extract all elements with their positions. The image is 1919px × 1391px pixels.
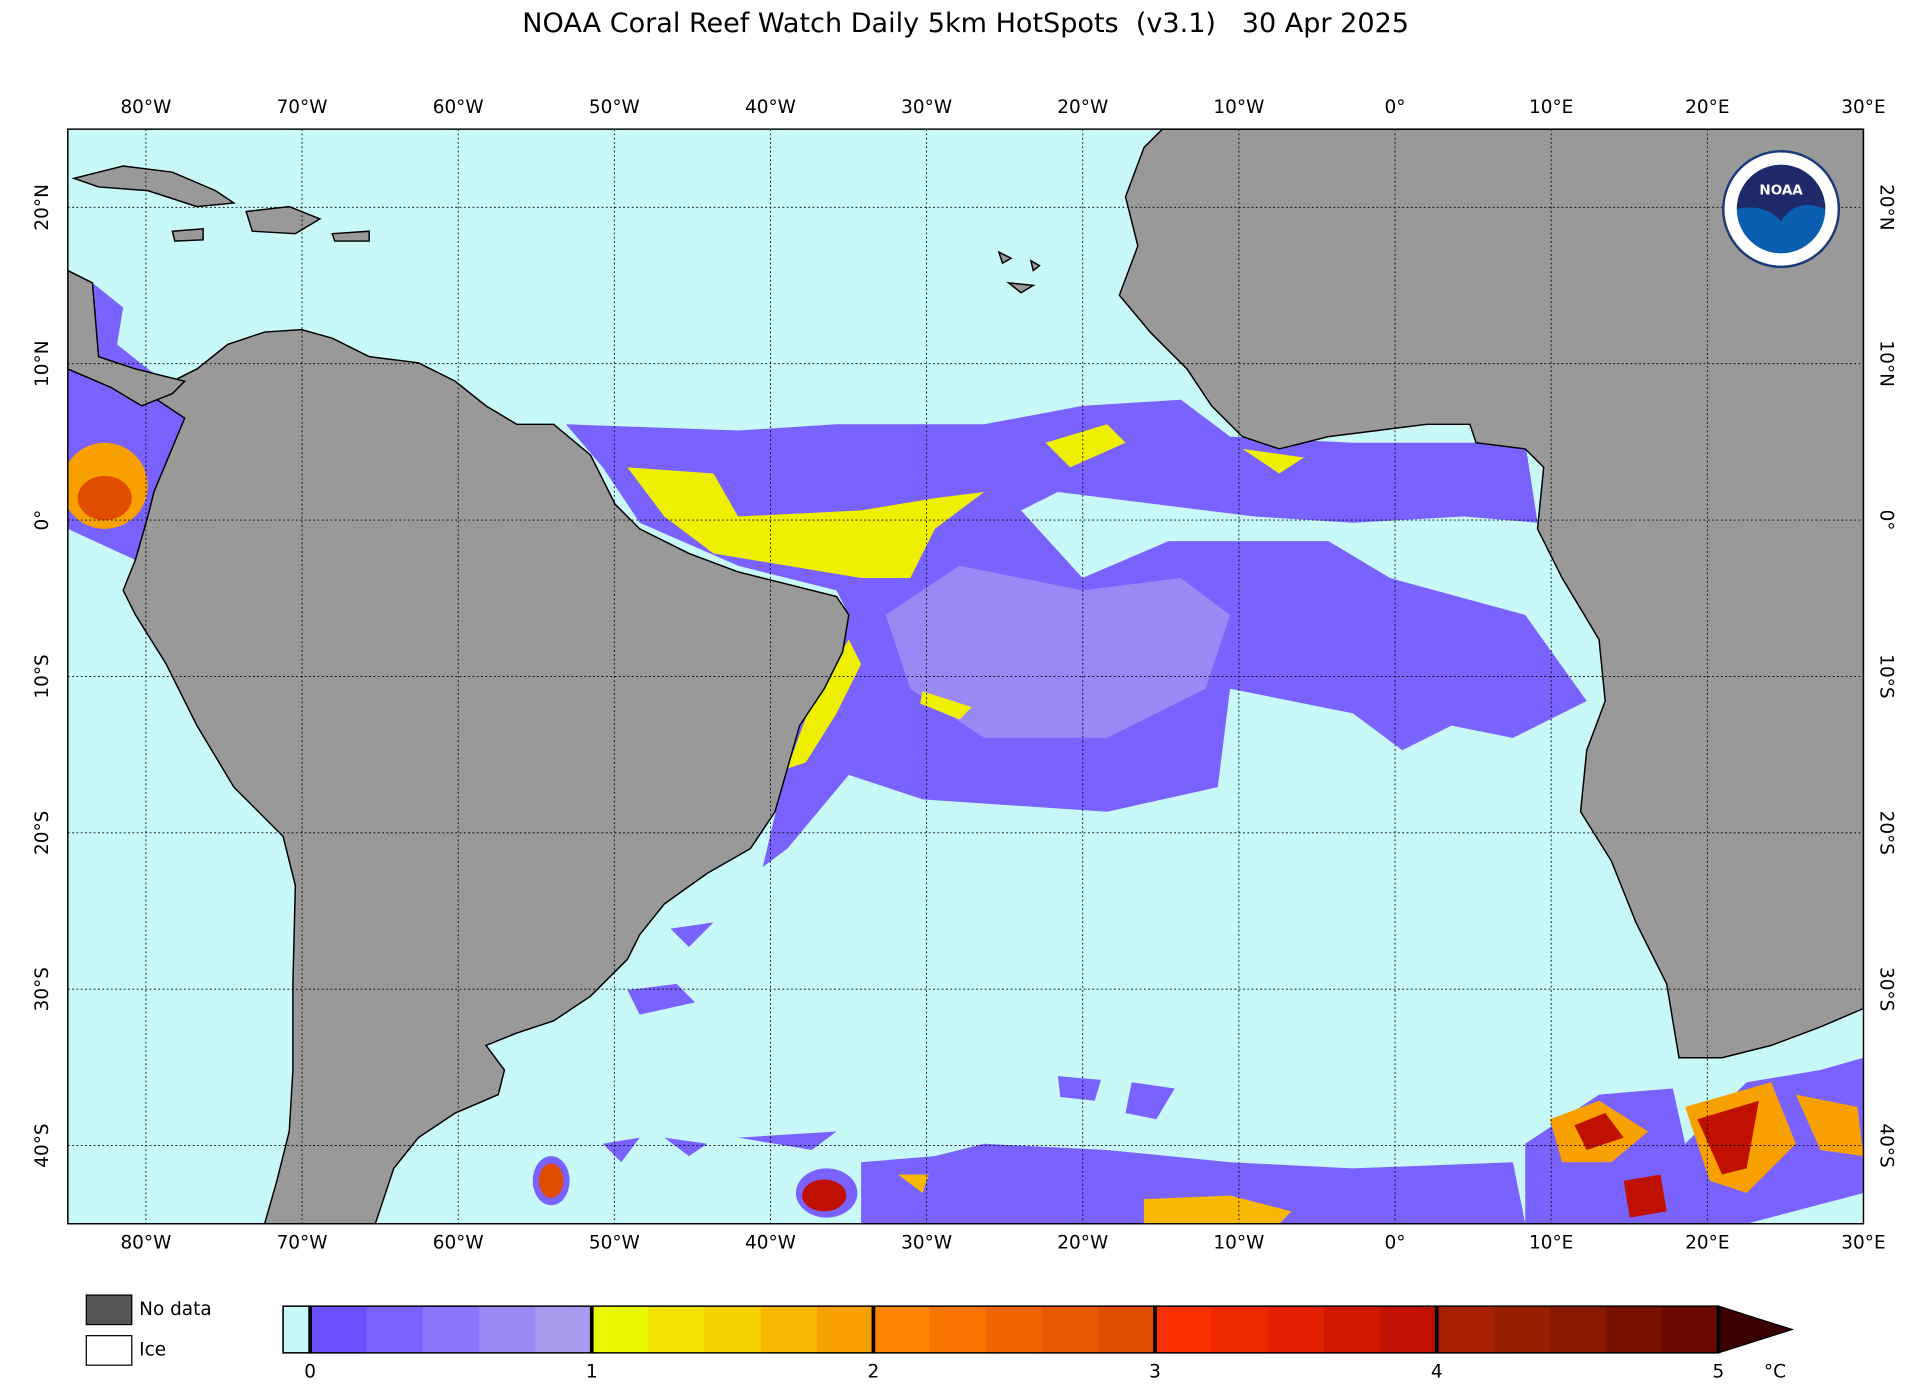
color-band (1605, 1306, 1663, 1353)
tick-labels: 80°W 80°W 70°W 70°W 60°W 60°W 50°W 50°W 40°W 40°W… (32, 97, 1896, 1253)
color-band (817, 1306, 875, 1353)
color-band (1662, 1306, 1719, 1353)
color-band (591, 1306, 649, 1353)
color-band (1098, 1306, 1156, 1353)
x-tick-label: 20°E (1685, 1232, 1729, 1253)
map-area (67, 129, 1864, 1224)
x-tick-label: 10°W (1213, 1232, 1264, 1253)
x-tick-label: 10°W (1213, 97, 1264, 118)
colorbar-tick-label: 5 (1712, 1362, 1724, 1383)
y-tick-label: 10°N (1876, 340, 1897, 386)
colorbar-tick-label: 1 (586, 1362, 598, 1383)
x-tick-label: 60°W (433, 97, 484, 118)
color-band (535, 1306, 593, 1353)
x-tick-label: 40°W (745, 97, 796, 118)
color-band (479, 1306, 537, 1353)
noaa-logo: NOAA (1722, 150, 1841, 269)
x-tick-label: 10°E (1529, 97, 1573, 118)
y-tick-label: 10°S (1876, 654, 1897, 698)
x-tick-label: 20°W (1057, 1232, 1108, 1253)
y-tick-label: 0° (1876, 510, 1897, 531)
y-tick-label: 40°S (32, 1123, 53, 1167)
color-band (1380, 1306, 1438, 1353)
color-band (760, 1306, 818, 1353)
color-band (1211, 1306, 1269, 1353)
x-tick-label: 20°W (1057, 97, 1108, 118)
colorbar: 0 1 2 3 4 5 °C (282, 1305, 1795, 1383)
x-tick-label: 70°W (277, 97, 328, 118)
under-swatch (282, 1305, 311, 1354)
color-band (986, 1306, 1044, 1353)
color-band (929, 1306, 987, 1353)
x-tick-label: 10°E (1529, 1232, 1573, 1253)
x-tick-label: 40°W (745, 1232, 796, 1253)
logo-text: NOAA (1759, 183, 1803, 199)
x-tick-label: 0° (1385, 97, 1406, 118)
x-tick-label: 80°W (120, 97, 171, 118)
color-band (310, 1306, 368, 1353)
color-band (422, 1306, 480, 1353)
color-band (1042, 1306, 1100, 1353)
x-tick-label: 30°E (1841, 97, 1885, 118)
x-tick-label: 80°W (120, 1232, 171, 1253)
grid (67, 129, 1864, 1224)
legend-label: Ice (139, 1339, 166, 1360)
y-tick-label: 20°N (1876, 184, 1897, 230)
title: NOAA Coral Reef Watch Daily 5km HotSpots… (522, 8, 1409, 39)
y-tick-label: 10°S (32, 654, 53, 698)
colorbar-tick-label: 3 (1149, 1362, 1161, 1383)
legend: No data Ice (85, 1294, 212, 1366)
color-band (648, 1306, 706, 1353)
x-tick-label: 20°E (1685, 97, 1729, 118)
color-band (1493, 1306, 1550, 1353)
x-tick-label: 30°W (901, 97, 952, 118)
x-tick-label: 30°E (1841, 1232, 1885, 1253)
x-tick-label: 0° (1385, 1232, 1406, 1253)
y-tick-label: 0° (32, 510, 53, 531)
color-band (1155, 1306, 1212, 1353)
x-tick-label: 30°W (901, 1232, 952, 1253)
color-band (366, 1306, 424, 1353)
x-tick-label: 70°W (277, 1232, 328, 1253)
colorbar-tick-label: 4 (1431, 1362, 1443, 1383)
logo-top (1736, 164, 1826, 222)
x-tick-label: 60°W (433, 1232, 484, 1253)
color-band (873, 1306, 931, 1353)
color-band (1324, 1306, 1381, 1353)
no-data-swatch (85, 1294, 133, 1326)
color-band (1436, 1306, 1494, 1353)
x-tick-label: 50°W (589, 1232, 640, 1253)
legend-label: No data (139, 1299, 211, 1320)
color-band (1549, 1306, 1607, 1353)
x-tick-label: 50°W (589, 97, 640, 118)
colorbar-tick-label: 0 (304, 1362, 316, 1383)
ice-swatch (85, 1335, 133, 1366)
color-band (1267, 1306, 1325, 1353)
y-tick-label: 20°S (32, 811, 53, 855)
land (67, 129, 1864, 1224)
y-tick-label: 30°S (1876, 967, 1897, 1011)
y-tick-label: 20°S (1876, 811, 1897, 855)
hotspot-field (67, 270, 1864, 1224)
y-tick-label: 20°N (32, 184, 53, 230)
y-tick-label: 30°S (32, 967, 53, 1011)
color-band (704, 1306, 762, 1353)
map-frame (67, 128, 1865, 1225)
colorbar-unit: °C (1764, 1362, 1786, 1383)
colorbar-tick-label: 2 (868, 1362, 880, 1383)
y-tick-label: 10°N (32, 340, 53, 386)
y-tick-label: 40°S (1876, 1123, 1897, 1167)
over-arrow (1717, 1305, 1795, 1354)
